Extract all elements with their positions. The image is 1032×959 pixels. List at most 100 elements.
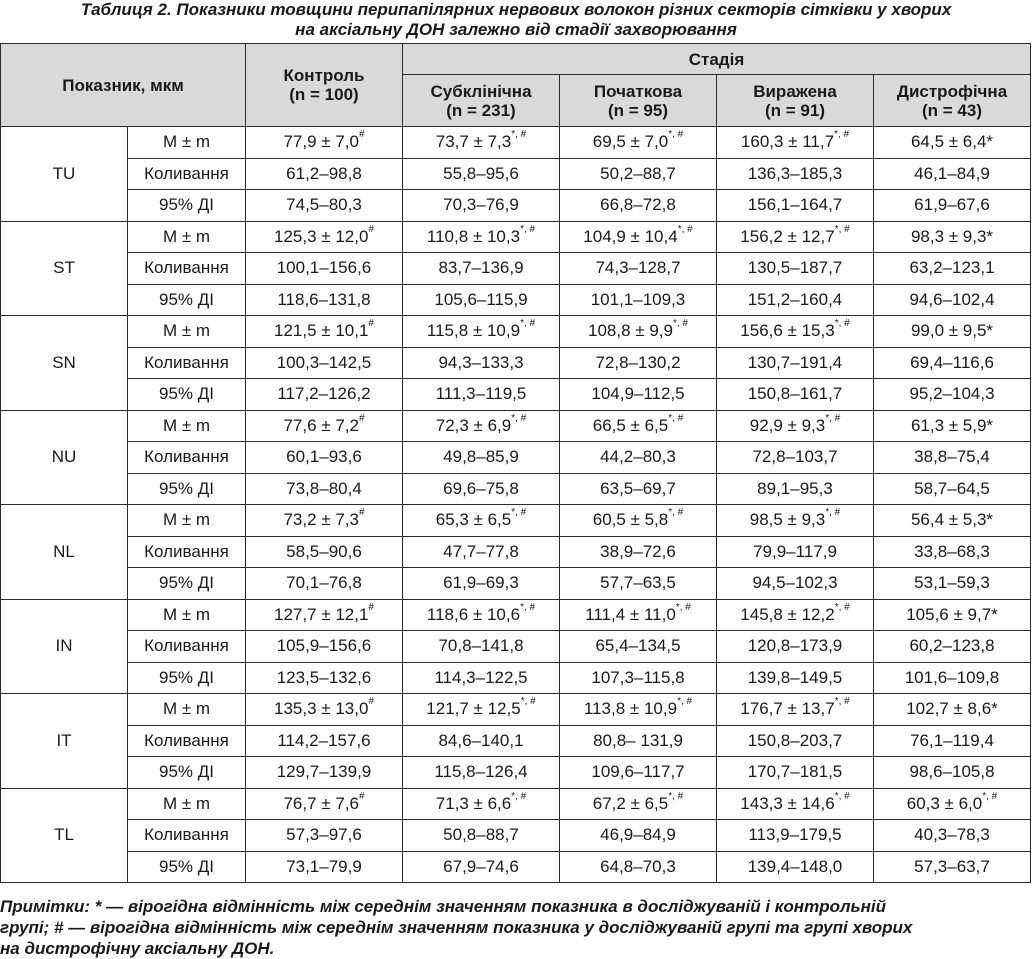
sector-label: TL <box>0 787 128 883</box>
table-cell: 77,9 ± 7,0# <box>245 126 403 159</box>
table-cell: 136,3–185,3 <box>716 157 874 190</box>
cell-value: 115,8 ± 10,9 <box>426 321 521 341</box>
table-cell: 98,5 ± 9,3*, # <box>716 504 874 537</box>
cell-value: 156,6 ± 15,3 <box>740 321 835 341</box>
cell-value: 60,5 ± 5,8 <box>592 510 669 530</box>
cell-value: 63,5–69,7 <box>600 478 676 498</box>
cell-value: 135,3 ± 13,0 <box>274 699 369 719</box>
table-row: TL M ± m 76,7 ± 7,6# 71,3 ± 6,6*, #67,2 ± 6… <box>0 787 1031 883</box>
significance-mark: *, # <box>668 507 684 519</box>
table-cell: 64,8–70,3 <box>559 850 717 883</box>
table-row: 95% ДІ 117,2–126,2 111,3–119,5 104,9–112,5 1… <box>1 378 1031 411</box>
cell-value: 67,9–74,6 <box>443 856 519 876</box>
significance-mark: *, # <box>668 412 684 424</box>
cell-value: 74,5–80,3 <box>286 195 362 215</box>
stage-name: Субклінічна <box>430 81 532 101</box>
cell-value: 139,4–148,0 <box>747 856 843 876</box>
cell-value: 50,8–88,7 <box>443 825 519 845</box>
table-cell: 33,8–68,3 <box>873 535 1031 568</box>
table-cell: 111,3–119,5 <box>402 378 560 411</box>
cell-value: 33,8–68,3 <box>914 541 990 561</box>
table-cell: 61,2–98,8 <box>245 157 403 190</box>
row-label: M ± m <box>127 315 246 348</box>
table-cell: 60,3 ± 6,0*, # <box>873 787 1031 820</box>
table-cell: 105,6–115,9 <box>402 283 560 316</box>
cell-value: 109,6–117,7 <box>591 762 685 782</box>
header-stage: Стадія <box>402 43 1031 75</box>
cell-value: 136,3–185,3 <box>747 163 843 183</box>
cell-value: 170,7–181,5 <box>747 762 843 782</box>
stage-n: (n = 95) <box>608 100 668 120</box>
table-cell: 176,7 ± 13,7*, # <box>716 693 874 726</box>
table-cell: 40,3–78,3 <box>873 819 1031 852</box>
row-label: Коливання <box>127 724 246 757</box>
cell-value: 151,2–160,4 <box>747 289 843 309</box>
significance-mark: # <box>368 318 374 330</box>
table-cell: 101,6–109,8 <box>873 661 1031 694</box>
table-cell: 145,8 ± 12,2*, # <box>716 598 874 631</box>
sector-label: IT <box>0 693 128 789</box>
table-cell: 115,8–126,4 <box>402 756 560 789</box>
table-cell: 74,5–80,3 <box>245 189 403 222</box>
notes-line-1: Примітки: * — вірогідна відмінність між … <box>0 897 887 916</box>
cell-value: 46,9–84,9 <box>600 825 676 845</box>
row-label: Коливання <box>127 252 246 285</box>
cell-value: 105,9–156,6 <box>276 636 372 656</box>
table-row: NL M ± m 73,2 ± 7,3# 65,3 ± 6,5*, #60,5 ± 5… <box>0 504 1031 600</box>
significance-mark: # <box>358 507 365 519</box>
cell-value: 76,7 ± 7,6 <box>283 793 359 813</box>
cell-value: 129,7–139,9 <box>276 762 372 782</box>
table-cell: 107,3–115,8 <box>559 661 717 694</box>
table-body: TU M ± m 77,9 ± 7,0# 73,7 ± 7,3*, #69,5 ± 7… <box>0 126 1031 883</box>
significance-mark: *, # <box>675 601 691 613</box>
table-cell: 117,2–126,2 <box>245 378 403 411</box>
cell-value: 65,3 ± 6,5 <box>435 510 512 530</box>
table-cell: 130,5–187,7 <box>716 252 874 285</box>
table-cell: 72,3 ± 6,9*, # <box>402 409 560 442</box>
row-label: Коливання <box>127 535 246 568</box>
row-label: M ± m <box>127 409 246 442</box>
table-cell: 73,2 ± 7,3# <box>245 504 403 537</box>
table-cell: 63,2–123,1 <box>873 252 1031 285</box>
table-cell: 156,2 ± 12,7*, # <box>716 220 874 253</box>
row-label: Коливання <box>127 157 246 190</box>
table-cell: 38,9–72,6 <box>559 535 717 568</box>
cell-value: 70,1–76,8 <box>286 573 362 593</box>
cell-value: 46,1–84,9 <box>914 163 990 183</box>
cell-value: 79,9–117,9 <box>753 541 837 561</box>
cell-value: 57,3–97,6 <box>286 825 362 845</box>
cell-value: 156,2 ± 12,7 <box>740 226 835 246</box>
significance-mark: # <box>368 223 374 235</box>
header-stage-pronounced: Виражена (n = 91) <box>716 74 874 127</box>
cell-value: 64,5 ± 6,4* <box>910 132 994 152</box>
cell-value: 56,4 ± 5,3* <box>910 510 994 530</box>
table-cell: 73,8–80,4 <box>245 472 403 505</box>
table-cell: 57,3–97,6 <box>245 819 403 852</box>
table-cell: 114,2–157,6 <box>245 724 403 757</box>
significance-mark: *, # <box>834 223 850 235</box>
table-header: Показник, мкм Контроль (n = 100) Стадія … <box>0 43 1031 127</box>
table-cell: 121,5 ± 10,1# <box>245 315 403 348</box>
cell-value: 110,8 ± 10,3 <box>426 226 521 246</box>
table-cell: 110,8 ± 10,3*, # <box>402 220 560 253</box>
stage-name: Виражена <box>753 81 837 101</box>
cell-value: 55,8–95,6 <box>443 163 519 183</box>
cell-value: 94,3–133,3 <box>438 352 524 372</box>
stage-name: Початкова <box>593 81 683 101</box>
table-cell: 57,3–63,7 <box>873 850 1031 883</box>
cell-value: 65,4–134,5 <box>595 636 681 656</box>
significance-mark: *, # <box>834 318 850 330</box>
cell-value: 113,8 ± 10,9 <box>583 699 678 719</box>
table-cell: 69,4–116,6 <box>873 346 1031 379</box>
table-row: Коливання 57,3–97,6 50,8–88,7 46,9–84,9 113,… <box>1 819 1031 852</box>
cell-value: 104,9 ± 10,4 <box>583 226 678 246</box>
table-cell: 101,1–109,3 <box>559 283 717 316</box>
row-label: 95% ДІ <box>127 283 246 316</box>
significance-mark: *, # <box>668 129 684 141</box>
table-cell: 47,7–77,8 <box>402 535 560 568</box>
cell-value: 118,6 ± 10,6 <box>426 604 521 624</box>
cell-value: 72,8–130,2 <box>595 352 681 372</box>
cell-value: 40,3–78,3 <box>914 825 990 845</box>
cell-value: 100,1–156,6 <box>276 258 372 278</box>
table-cell: 60,2–123,8 <box>873 630 1031 663</box>
